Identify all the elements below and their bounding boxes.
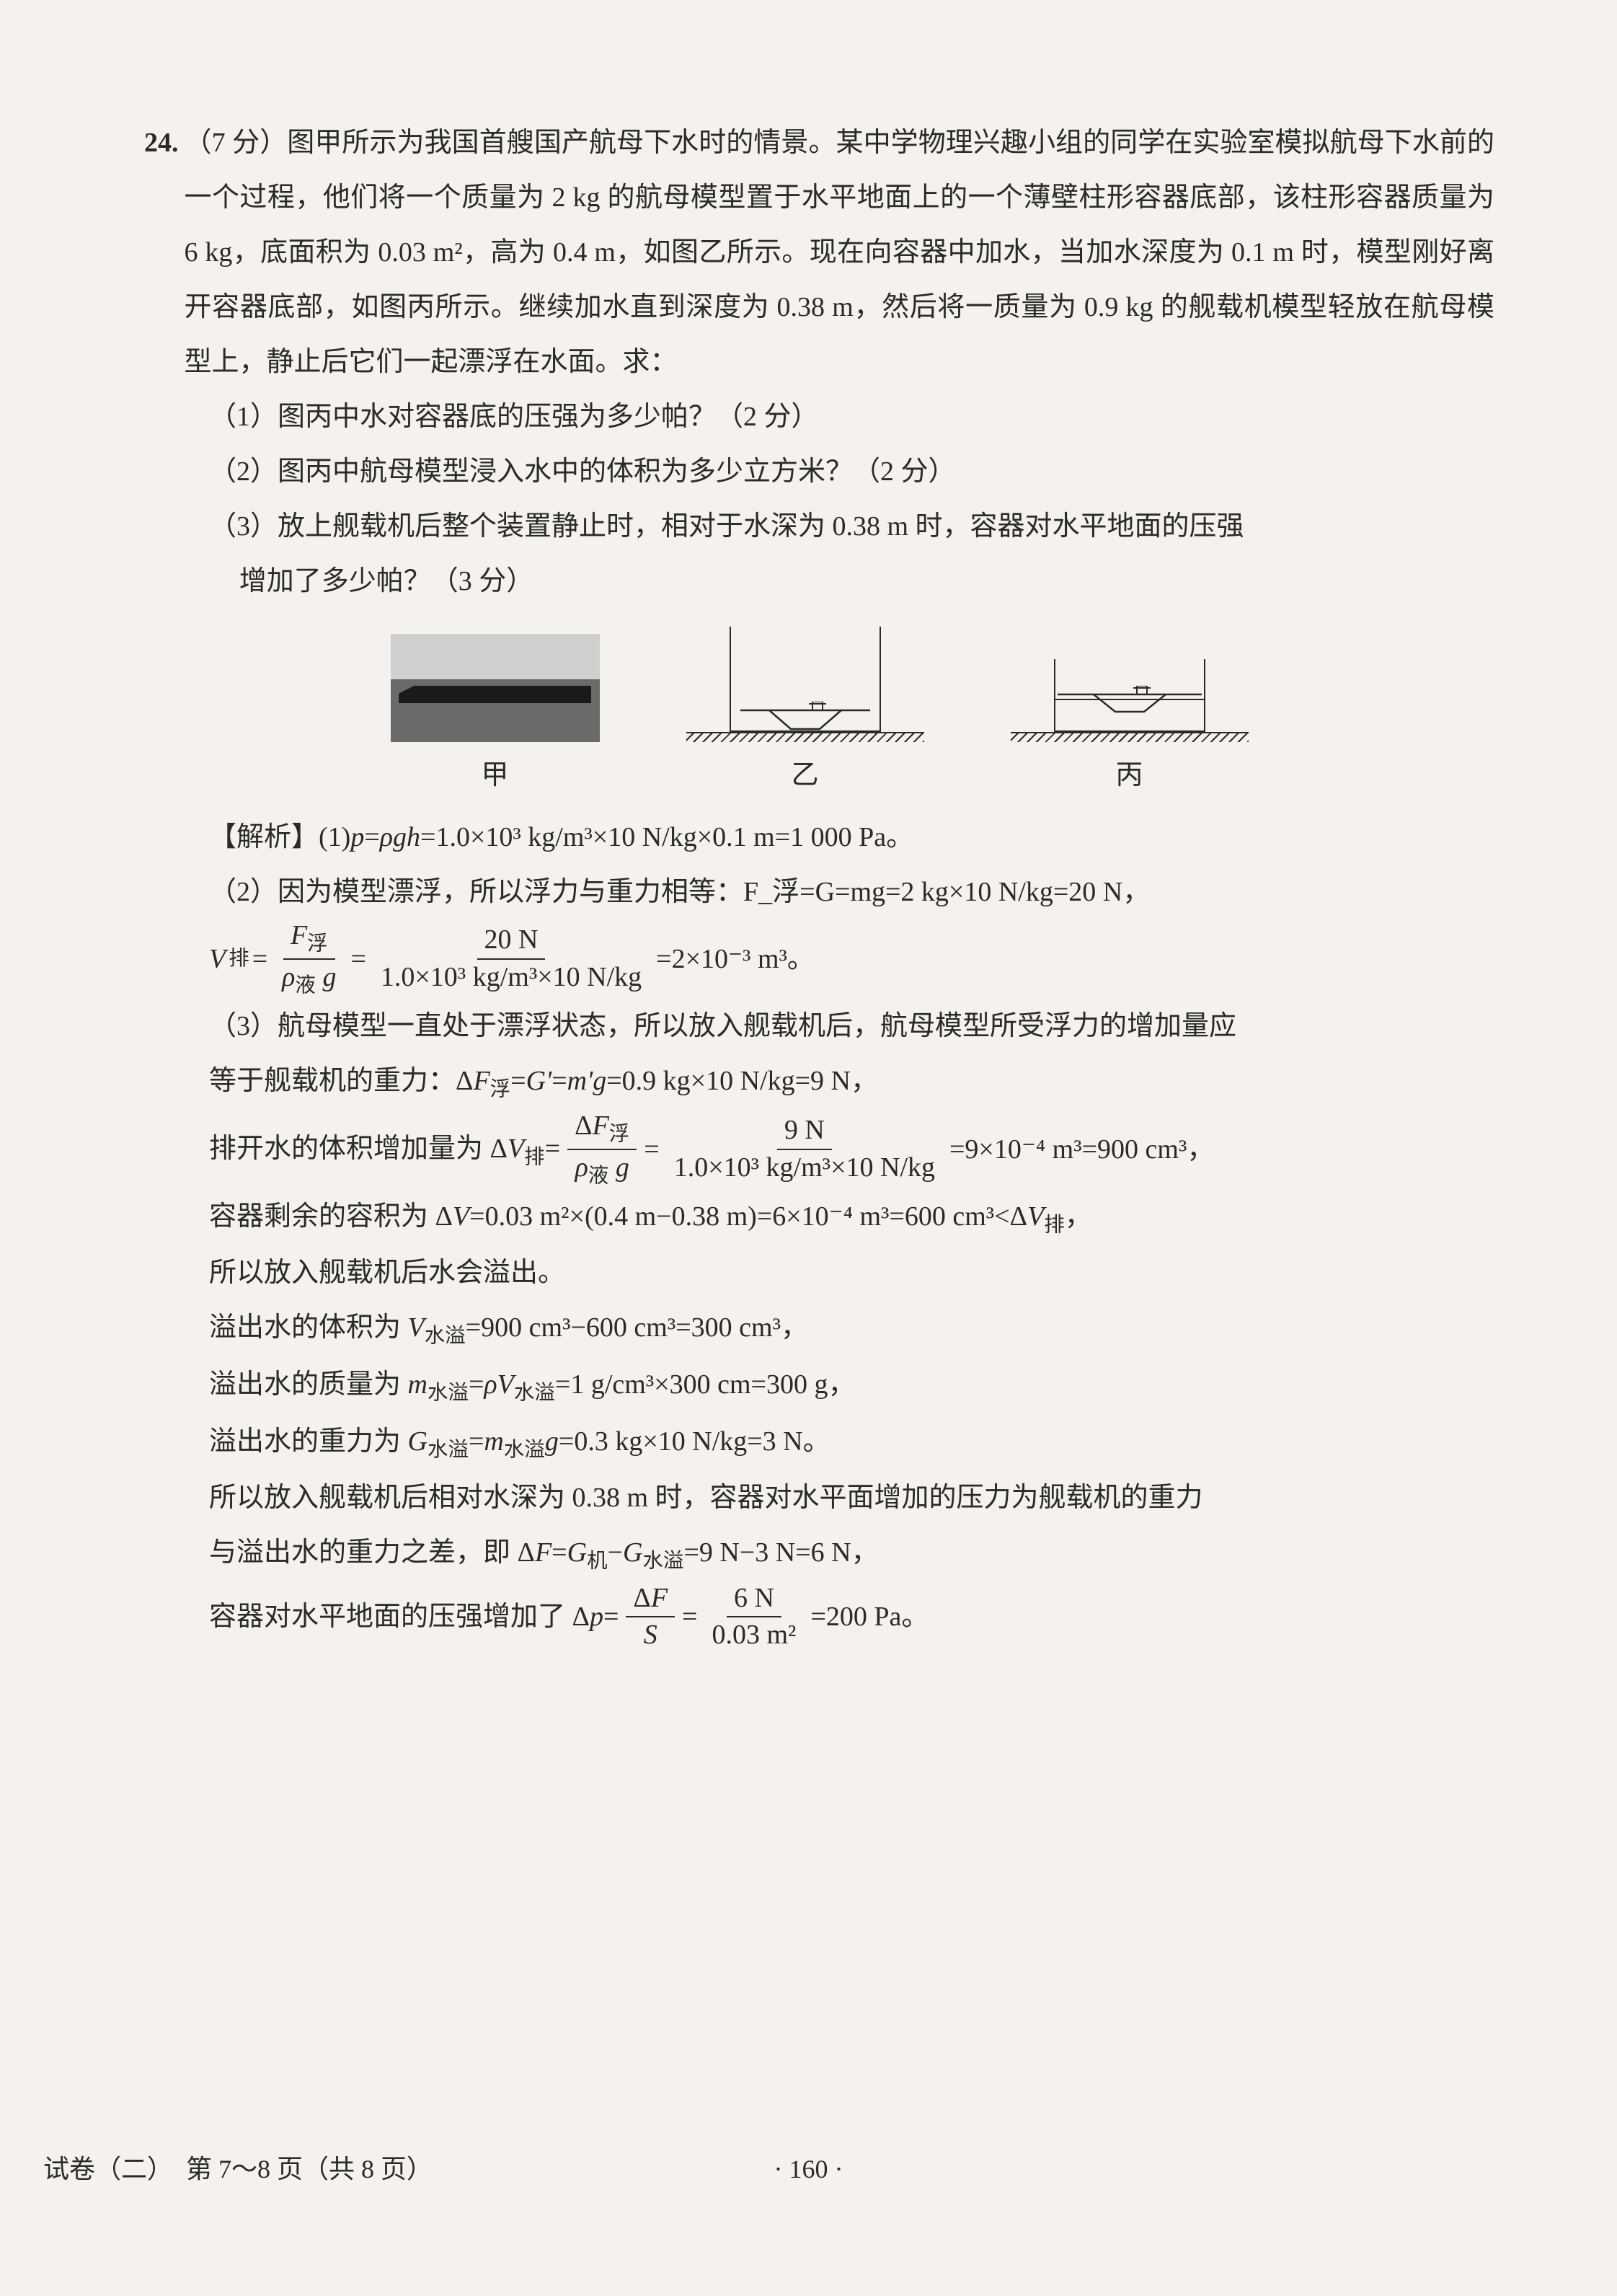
subq-3-suffix: 增加了多少帕？（3 分） [209, 554, 1494, 609]
p3-line9: 容器对水平地面的压强增加了 Δp= ΔF S = 6 N 0.03 m² =20… [209, 1582, 1494, 1652]
frac-2: 20 N 1.0×10³ kg/m³×10 N/kg [373, 924, 649, 994]
solution-part2-formula: V排= F浮 ρ液 g = 20 N 1.0×10³ kg/m³×10 N/kg… [209, 919, 1494, 999]
frac-1: F浮 ρ液 g [275, 919, 343, 999]
frac-5: ΔF S [626, 1582, 675, 1652]
frac6-den: 0.03 m² [704, 1617, 803, 1652]
figure-a-photo [391, 634, 600, 742]
carrier-b [740, 702, 870, 730]
solution-block: 【解析】(1)p=ρgh=1.0×10³ kg/m³×10 N/kg×0.1 m… [144, 810, 1494, 1652]
p3-l9-post: =200 Pa。 [810, 1589, 929, 1644]
figure-b-diagram [686, 627, 924, 742]
p3-line6: 溢出水的质量为 m水溢=ρV水溢=1 g/cm³×300 cm=300 g， [209, 1357, 1494, 1414]
frac4-num: 9 N [777, 1114, 832, 1150]
frac4-den: 1.0×10³ kg/m³×10 N/kg [667, 1150, 942, 1185]
question-number: 24. [144, 115, 179, 170]
figure-c-col: 丙 [1011, 659, 1249, 803]
solution-part3-line1: （3）航母模型一直处于漂浮状态，所以放入舰载机后，航母模型所受浮力的增加量应 [209, 999, 1494, 1054]
figure-c-diagram [1011, 659, 1249, 742]
subq-3-prefix: （3）放上舰载机后整个装置静止时，相对于水深为 0.38 m 时，容器对水平地面… [209, 499, 1494, 554]
figure-c-label: 丙 [1115, 748, 1143, 803]
p3-l2-post: =9×10⁻⁴ m³=900 cm³， [949, 1122, 1214, 1177]
p3-line4: 所以放入舰载机后水会溢出。 [209, 1245, 1494, 1300]
p3-l2-pre: 排开水的体积增加量为 ΔV排= [209, 1121, 560, 1178]
photo-carrier [399, 686, 591, 703]
p3-line8b: 与溢出水的重力之差，即 ΔF=G机−G水溢=9 N−3 N=6 N， [209, 1525, 1494, 1582]
figure-a-label: 甲 [481, 748, 508, 803]
sol1-rest: =1.0×10³ kg/m³×10 N/kg×0.1 m=1 000 Pa。 [420, 822, 913, 852]
solution-part1: 【解析】(1)p=ρgh=1.0×10³ kg/m³×10 N/kg×0.1 m… [209, 810, 1494, 865]
figure-row: 甲 乙 [144, 627, 1494, 803]
p3-l9-pre: 容器对水平地面的压强增加了 Δp= [209, 1589, 619, 1644]
p3-line8: 所以放入舰载机后相对水深为 0.38 m 时，容器对水平面增加的压力为舰载机的重… [209, 1470, 1494, 1525]
frac6-num: 6 N [727, 1582, 781, 1618]
subq-1: （1）图丙中水对容器底的压强为多少帕？（2 分） [209, 389, 1494, 444]
part2-result: =2×10⁻³ m³。 [656, 932, 815, 986]
p3-line5: 溢出水的体积为 V水溢=900 cm³−600 cm³=300 cm³， [209, 1300, 1494, 1357]
frac-6: 6 N 0.03 m² [704, 1582, 803, 1652]
points-label: （7 分） [185, 128, 288, 158]
subq-2: （2）图丙中航母模型浸入水中的体积为多少立方米？（2 分） [209, 444, 1494, 499]
solution-part3-formula: 排开水的体积增加量为 ΔV排= ΔF浮 ρ液 g = 9 N 1.0×10³ k… [209, 1110, 1494, 1189]
frac-4: 9 N 1.0×10³ kg/m³×10 N/kg [667, 1114, 942, 1184]
solution-part2-line1: （2）因为模型漂浮，所以浮力与重力相等：F_浮=G=mg=2 kg×10 N/k… [209, 865, 1494, 919]
frac2-num: 20 N [477, 924, 546, 960]
photo-sky [391, 634, 600, 679]
sub-questions: （1）图丙中水对容器底的压强为多少帕？（2 分） （2）图丙中航母模型浸入水中的… [144, 389, 1494, 609]
frac-3: ΔF浮 ρ液 g [567, 1110, 637, 1189]
footer-left: 试卷（二） 第 7～8 页（共 8 页） [43, 2143, 433, 2195]
body-text: 图甲所示为我国首艘国产航母下水时的情景。某中学物理兴趣小组的同学在实验室模拟航母… [185, 128, 1495, 377]
page-footer: 试卷（二） 第 7～8 页（共 8 页） · 160 · [0, 2143, 1617, 2195]
carrier-svg-icon [740, 702, 870, 736]
sol1-formula: p [350, 822, 364, 852]
p3-line7: 溢出水的重力为 G水溢=m水溢g=0.3 kg×10 N/kg=3 N。 [209, 1414, 1494, 1471]
carrier-svg-icon [1058, 686, 1202, 720]
sol1-prefix: (1) [319, 822, 350, 852]
ground-hatch-b [686, 732, 924, 742]
question-body: （7 分）图甲所示为我国首艘国产航母下水时的情景。某中学物理兴趣小组的同学在实验… [185, 115, 1495, 389]
Vpai-symbol: V [209, 932, 226, 986]
question-24: 24. （7 分）图甲所示为我国首艘国产航母下水时的情景。某中学物理兴趣小组的同… [144, 115, 1494, 1652]
question-header: 24. （7 分）图甲所示为我国首艘国产航母下水时的情景。某中学物理兴趣小组的同… [144, 115, 1494, 389]
figure-a-col: 甲 [391, 634, 600, 803]
ground-hatch-c [1011, 732, 1249, 742]
carrier-c [1058, 686, 1202, 709]
frac2-den: 1.0×10³ kg/m³×10 N/kg [373, 960, 649, 994]
solution-heading: 【解析】 [209, 822, 319, 852]
solution-part3-line1b: 等于舰载机的重力：ΔF浮=G'=m'g=0.9 kg×10 N/kg=9 N， [209, 1054, 1494, 1111]
footer-center: · 160 · [774, 2143, 843, 2195]
figure-b-label: 乙 [791, 748, 818, 803]
p3-line3: 容器剩余的容积为 ΔV=0.03 m²×(0.4 m−0.38 m)=6×10⁻… [209, 1189, 1494, 1246]
figure-b-col: 乙 [686, 627, 924, 803]
